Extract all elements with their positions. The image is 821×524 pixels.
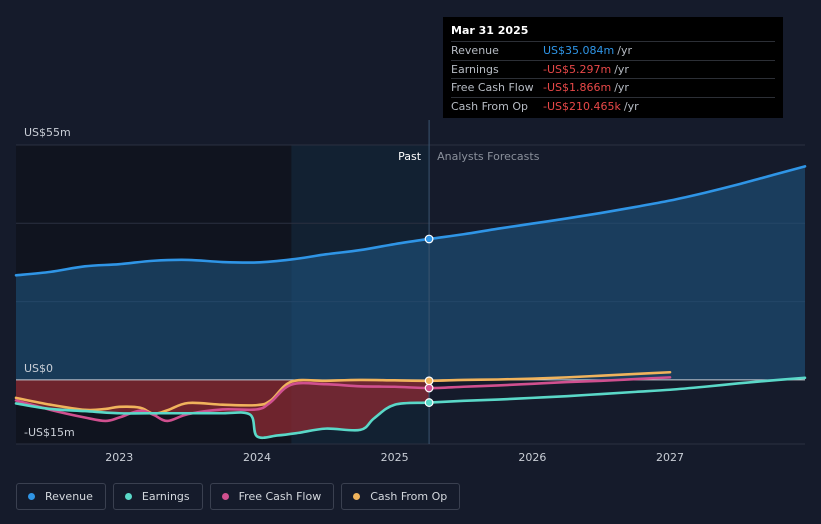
legend-dot-icon xyxy=(221,493,229,500)
tooltip-row-free-cash-flow: Free Cash Flow -US$1.866m /yr xyxy=(451,78,775,97)
tooltip-value: -US$5.297m xyxy=(543,62,612,76)
x-tick-label: 2027 xyxy=(656,451,684,464)
x-tick-label: 2023 xyxy=(105,451,133,464)
y-tick-label: US$55m xyxy=(24,126,71,139)
tooltip-value: -US$210.465k xyxy=(543,99,621,113)
series-line-earnings xyxy=(14,376,807,440)
x-tick-label: 2026 xyxy=(518,451,546,464)
tooltip-row-earnings: Earnings -US$5.297m /yr xyxy=(451,59,775,79)
data-tooltip: Mar 31 2025 Revenue US$35.084m /yr Earni… xyxy=(443,17,783,118)
tooltip-row-revenue: Revenue US$35.084m /yr xyxy=(451,41,775,60)
y-tick-label: -US$15m xyxy=(24,426,75,439)
data-point-marker xyxy=(424,376,434,386)
tooltip-date: Mar 31 2025 xyxy=(451,24,529,37)
x-tick-label: 2025 xyxy=(381,451,409,464)
tooltip-unit: /yr xyxy=(614,81,629,94)
legend-item-earnings[interactable]: Earnings xyxy=(112,483,203,510)
legend-dot-icon xyxy=(28,493,35,500)
tooltip-label: Revenue xyxy=(451,44,499,57)
x-tick-label: 2024 xyxy=(243,451,271,464)
revenue-area xyxy=(16,166,805,380)
legend-item-cash-from-op[interactable]: Cash From Op xyxy=(341,483,461,510)
tooltip-unit: /yr xyxy=(617,44,632,57)
tooltip-label: Earnings xyxy=(451,62,499,76)
tooltip-label: Free Cash Flow xyxy=(451,81,534,94)
forecast-label: Analysts Forecasts xyxy=(437,150,540,163)
series-line-free-cash-flow xyxy=(14,376,672,423)
past-label: Past xyxy=(398,150,422,163)
legend-dot-icon xyxy=(353,493,361,500)
tooltip-unit: /yr xyxy=(614,62,629,76)
tooltip-value: US$35.084m xyxy=(543,44,615,57)
tooltip-label: Cash From Op xyxy=(451,99,529,113)
legend-label: Earnings xyxy=(141,490,190,503)
series-line-revenue xyxy=(14,165,807,277)
legend-item-free-cash-flow[interactable]: Free Cash Flow xyxy=(209,483,335,510)
series-line-cash-from-op xyxy=(14,370,672,416)
tooltip-value: -US$1.866m xyxy=(543,81,612,94)
legend-item-revenue[interactable]: Revenue xyxy=(16,483,106,510)
data-point-marker xyxy=(424,398,434,407)
y-tick-label: US$0 xyxy=(24,362,53,375)
legend-label: Free Cash Flow xyxy=(238,490,322,503)
tooltip-unit: /yr xyxy=(623,99,639,113)
data-point-marker xyxy=(424,234,434,244)
legend-label: Revenue xyxy=(45,490,93,503)
legend: Revenue Earnings Free Cash Flow Cash Fro… xyxy=(16,483,461,510)
data-point-marker xyxy=(424,383,434,393)
legend-label: Cash From Op xyxy=(370,490,448,503)
legend-dot-icon xyxy=(124,493,132,500)
tooltip-row-cash-from-op: Cash From Op -US$210.465k /yr xyxy=(451,96,775,116)
